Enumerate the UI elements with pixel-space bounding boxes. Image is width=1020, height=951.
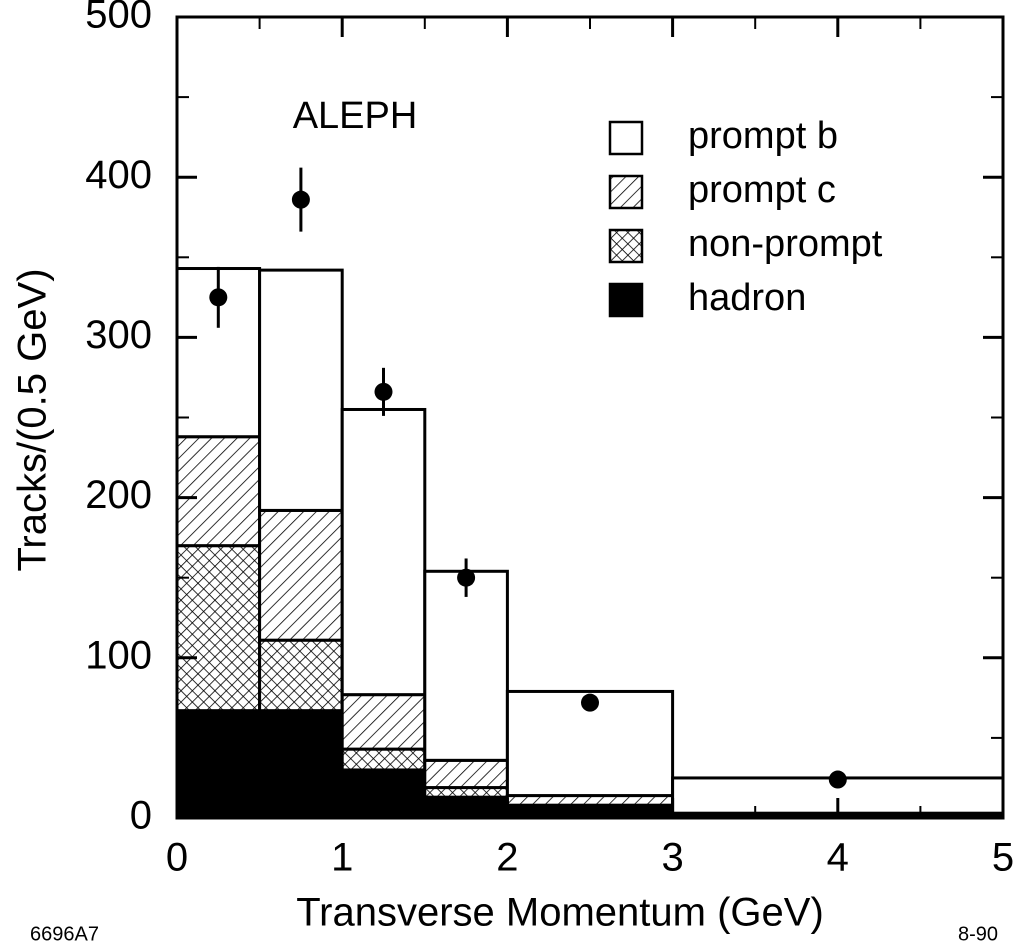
y-tick-label: 0	[130, 794, 152, 838]
bar-segment	[175, 435, 262, 548]
data-point	[374, 382, 393, 401]
bar-segment	[175, 544, 262, 713]
bar-segment	[258, 638, 344, 713]
y-tick-label: 100	[85, 633, 152, 677]
y-tick-label: 500	[85, 0, 152, 37]
data-point	[457, 568, 476, 587]
data-point	[828, 770, 847, 789]
bar-segment	[258, 709, 344, 820]
bar-segment	[340, 407, 427, 697]
data-point	[209, 288, 228, 307]
bar-segment	[340, 747, 427, 772]
y-axis-label: Tracks/(0.5 GeV)	[11, 268, 55, 571]
legend-label: prompt b	[688, 115, 838, 157]
bar-segment	[258, 268, 344, 512]
legend-swatch	[608, 228, 644, 264]
x-tick-label: 4	[827, 836, 849, 880]
legend-label: hadron	[688, 277, 806, 319]
legend-label: prompt c	[688, 169, 836, 211]
figure-id: 6696A7	[30, 923, 99, 945]
legend-label: non-prompt	[688, 223, 883, 265]
x-axis-label: Transverse Momentum (GeV)	[296, 891, 824, 935]
bar-segment	[423, 569, 509, 762]
bar-segment	[423, 758, 509, 790]
bar-segment	[175, 709, 262, 820]
legend-swatch	[608, 120, 644, 156]
legend-swatch	[608, 174, 644, 210]
data-point	[291, 190, 310, 209]
x-tick-label: 5	[992, 836, 1014, 880]
data-point	[581, 693, 599, 712]
annotation: ALEPH	[293, 95, 418, 137]
x-tick-label: 1	[331, 836, 353, 880]
y-tick-label: 400	[85, 153, 152, 197]
x-tick-label: 3	[661, 836, 683, 880]
y-tick-label: 300	[85, 313, 152, 357]
y-tick-label: 200	[85, 473, 152, 517]
x-tick-label: 0	[166, 836, 188, 880]
bar-segment	[340, 693, 427, 751]
bar-segment	[258, 508, 344, 642]
x-tick-label: 2	[496, 836, 518, 880]
bar-segment	[423, 795, 509, 820]
date-code: 8-90	[958, 923, 998, 945]
bar-segment	[340, 768, 427, 820]
legend-swatch	[608, 282, 644, 318]
